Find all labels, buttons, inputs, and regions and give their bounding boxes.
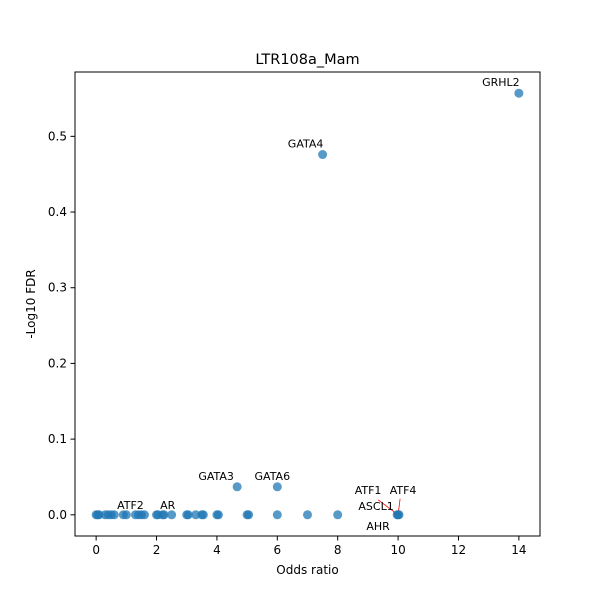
data-point bbox=[167, 510, 177, 520]
y-tick-label: 0.4 bbox=[48, 205, 67, 219]
y-tick-label: 0.5 bbox=[48, 129, 67, 143]
x-tick-label: 12 bbox=[451, 543, 466, 557]
data-points bbox=[91, 88, 524, 520]
annotation-label: AHR bbox=[366, 520, 390, 533]
data-point bbox=[303, 510, 312, 520]
annotation-label: GATA3 bbox=[198, 470, 234, 483]
annotation-label: ATF1 bbox=[355, 484, 382, 497]
x-tick-label: 14 bbox=[511, 543, 526, 557]
data-point bbox=[333, 510, 343, 520]
annotation-label: ATF2 bbox=[117, 499, 144, 512]
y-tick-label: 0.1 bbox=[48, 432, 67, 446]
y-axis-ticks: 0.0 0.1 0.2 0.3 0.4 0.5 bbox=[48, 129, 75, 522]
x-tick-label: 0 bbox=[92, 543, 100, 557]
annotation-label: ASCL1 bbox=[358, 500, 393, 513]
chart-title: LTR108a_Mam bbox=[255, 52, 359, 68]
y-tick-label: 0.3 bbox=[48, 281, 67, 295]
y-axis-label: -Log10 FDR bbox=[24, 269, 38, 338]
annotation-label: AR bbox=[160, 499, 176, 512]
data-point bbox=[394, 510, 404, 520]
data-point bbox=[213, 510, 223, 520]
data-point bbox=[514, 88, 524, 98]
data-point bbox=[272, 482, 282, 492]
plot-frame bbox=[74, 71, 541, 537]
data-point bbox=[159, 510, 169, 520]
data-point bbox=[318, 150, 328, 160]
x-tick-label: 6 bbox=[273, 543, 281, 557]
data-point bbox=[244, 510, 254, 520]
x-tick-label: 2 bbox=[153, 543, 161, 557]
x-axis-label: Odds ratio bbox=[276, 563, 338, 577]
x-tick-label: 8 bbox=[334, 543, 342, 557]
data-point bbox=[272, 510, 282, 520]
annotation-label: GRHL2 bbox=[482, 76, 520, 89]
annotation-label: ATF4 bbox=[390, 484, 417, 497]
data-point bbox=[121, 510, 131, 520]
data-point bbox=[139, 510, 149, 520]
annotation-label: GATA6 bbox=[255, 470, 291, 483]
y-tick-label: 0.2 bbox=[48, 356, 67, 370]
data-point bbox=[232, 482, 242, 492]
y-tick-label: 0.0 bbox=[48, 508, 67, 522]
x-tick-label: 4 bbox=[213, 543, 221, 557]
annotation-label: GATA4 bbox=[288, 138, 324, 151]
data-point bbox=[109, 510, 119, 520]
x-tick-label: 10 bbox=[390, 543, 405, 557]
x-axis-ticks: 0 2 4 6 8 10 12 14 bbox=[92, 536, 527, 557]
data-point bbox=[183, 510, 193, 520]
point-annotations: GRHL2 GATA4 GATA3 GATA6 ATF2 AR ATF1 ATF4 ASCL1 A… bbox=[117, 76, 520, 533]
data-point bbox=[198, 510, 208, 520]
